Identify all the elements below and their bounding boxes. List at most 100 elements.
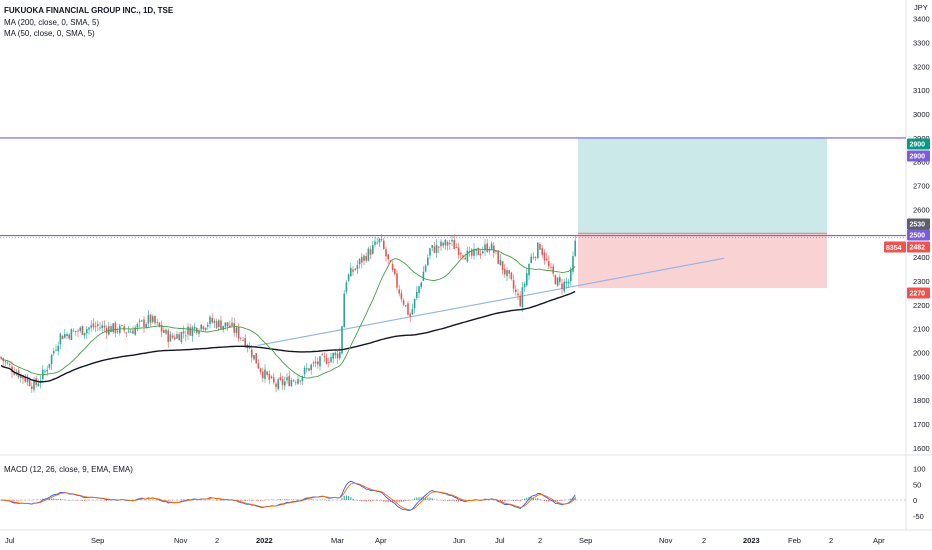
candle-body [182,331,185,334]
macd-hist-bar [510,500,512,501]
macd-hist-bar [559,500,561,501]
macd-hist-bar [55,498,57,500]
candle-body [409,313,411,317]
candle-body [11,366,13,373]
macd-hist-bar [343,495,345,500]
candle-body [288,376,290,386]
candle-body [365,256,367,261]
candle-body [9,364,11,365]
macd-hist-bar [242,500,244,501]
candle-body [455,247,458,248]
macd-hist-bar [381,500,383,501]
price-tick-label: 3300 [913,38,930,47]
candle-body [178,334,180,341]
macd-hist-bar [251,500,253,501]
countdown-label: 8354 [886,245,902,252]
macd-hist-bar [367,500,369,501]
candle-body [143,319,145,327]
candle-body [422,271,425,281]
candle-body [213,321,216,323]
macd-hist-bar [312,499,314,500]
candle-body [552,266,554,274]
candle-body [64,334,66,338]
trendline[interactable] [257,257,725,346]
macd-hist-bar [387,500,389,503]
candle-body [429,248,431,256]
candle-body [75,331,77,332]
candle-body [317,361,319,365]
candle-body [479,254,482,255]
candle-body [112,323,114,332]
candle-body [101,325,103,329]
candle-body [385,249,387,257]
macd-hist-bar [451,500,453,501]
candle-body [539,244,541,250]
macd-hist-bar [418,497,420,500]
candle-body [251,349,253,358]
macd-legend[interactable]: MACD (12, 26, close, 9, EMA, EMA) [4,465,133,474]
ma50-legend[interactable]: MA (50, close, 0, SMA, 5) [4,29,95,38]
time-tick-label: 2 [702,536,706,545]
horizontal-lines[interactable] [0,137,906,237]
price-tick-label: 3200 [913,62,930,71]
candle-body [149,314,152,323]
candle-body [306,368,308,370]
macd-hist-bar [180,499,182,500]
candle-body [202,326,205,330]
price-tick-label: 2700 [913,182,930,191]
macd-hist-bar [240,500,242,501]
macd-hist-bar [378,500,380,501]
candle-body [471,249,473,256]
candle-body [242,340,244,341]
candle-body [31,386,33,389]
price-tag-label: 2500 [910,233,926,240]
candle-body [482,251,484,254]
time-tick-label: Jul [495,536,505,545]
price-tag [907,150,930,162]
price-tags: 2900 2900 2530 2500 2482 2270 8354 [884,138,930,299]
ma200-legend[interactable]: MA (200, close, 0, SMA, 5) [4,18,100,27]
currency-label: JPY [914,3,928,12]
macd-hist-bar [427,497,429,500]
candle-body [20,374,22,378]
candle-body [495,251,497,252]
candle-body [438,246,440,248]
candle-body [402,300,405,305]
candle-body [433,246,436,253]
macd-hist-bar [308,499,310,500]
candle-body [145,324,147,328]
macd-hist-bar [521,499,523,500]
macd-hist-bar [365,500,367,502]
candle-body [473,248,475,256]
candle-body [574,240,576,256]
macd-hist-bar [290,499,292,500]
candle-body [321,354,323,356]
price-tag-label: 2530 [910,222,926,229]
macd-hist-bar [165,500,167,501]
candle-body [504,268,506,275]
candle-body [361,257,363,263]
candle-body [79,327,81,331]
candle-body [424,265,427,272]
price-tick-label: 2200 [913,301,930,310]
position-risk-zone[interactable] [578,233,827,289]
candle-body [541,248,543,255]
candle-body [121,325,123,326]
macd-hist-bar [306,499,308,500]
candle-body [138,320,141,322]
candle-body [488,249,491,252]
candle-body [24,376,26,382]
macd-hist-bar [297,499,299,500]
time-tick-label: 2022 [256,536,273,545]
time-tick-label: 2 [538,536,542,545]
signal-line [0,482,576,511]
candle-body [374,241,376,245]
macd-hist-bar [348,496,350,500]
candle-body [70,329,73,340]
macd-hist-bar [425,497,427,500]
macd-hist-bar [420,497,422,500]
position-reward-zone[interactable] [578,137,827,234]
macd-hist-bar [220,500,222,501]
price-tick-label: 3100 [913,86,930,95]
